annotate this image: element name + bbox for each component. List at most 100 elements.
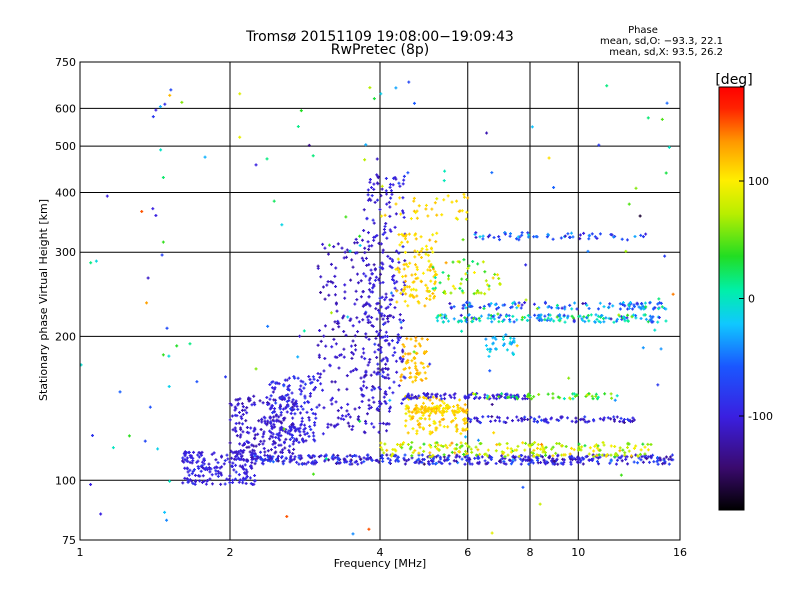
echo-point bbox=[607, 305, 611, 309]
echo-point bbox=[377, 343, 381, 347]
echo-point bbox=[521, 417, 525, 421]
echo-point bbox=[285, 399, 289, 403]
echo-point bbox=[434, 272, 438, 276]
echo-point bbox=[388, 398, 392, 402]
echo-point bbox=[365, 301, 369, 305]
echo-point bbox=[503, 232, 507, 236]
echo-point bbox=[385, 192, 389, 196]
echo-point bbox=[294, 399, 298, 403]
echo-point bbox=[376, 308, 380, 312]
echo-point bbox=[310, 456, 314, 460]
echo-point bbox=[542, 458, 546, 462]
echo-point bbox=[326, 280, 330, 284]
echo-point bbox=[273, 410, 277, 414]
echo-point bbox=[434, 393, 438, 397]
echo-point bbox=[368, 180, 372, 184]
echo-point bbox=[239, 448, 243, 452]
echo-point bbox=[429, 246, 433, 250]
echo-point bbox=[380, 359, 384, 363]
echo-point bbox=[259, 450, 263, 454]
echo-point bbox=[242, 441, 246, 445]
echo-point bbox=[312, 434, 316, 438]
echo-point bbox=[250, 466, 254, 470]
echo-point bbox=[539, 418, 543, 422]
echo-point bbox=[599, 314, 603, 318]
echo-point bbox=[401, 209, 405, 213]
echo-point bbox=[410, 393, 414, 397]
echo-point bbox=[590, 458, 594, 462]
echo-point bbox=[636, 461, 640, 465]
echo-point bbox=[238, 442, 242, 446]
echo-point bbox=[334, 400, 338, 404]
echo-point bbox=[403, 250, 407, 254]
echo-point bbox=[402, 289, 406, 293]
echo-point bbox=[357, 455, 361, 459]
echo-point bbox=[411, 415, 415, 419]
echo-point bbox=[395, 300, 399, 304]
echo-point bbox=[369, 268, 373, 272]
echo-point bbox=[181, 459, 185, 463]
echo-point bbox=[532, 419, 536, 423]
echo-point bbox=[336, 457, 340, 461]
echo-point bbox=[546, 421, 550, 425]
echo-point bbox=[508, 318, 512, 322]
echo-point bbox=[445, 405, 449, 409]
echo-point bbox=[486, 283, 490, 287]
echo-point bbox=[349, 278, 353, 282]
echo-point bbox=[313, 423, 317, 427]
echo-point bbox=[588, 446, 592, 450]
echo-point bbox=[336, 409, 340, 413]
echo-point bbox=[276, 459, 280, 463]
echo-point bbox=[483, 396, 487, 400]
echo-point bbox=[373, 235, 377, 239]
echo-point bbox=[620, 237, 624, 241]
echo-point bbox=[408, 371, 412, 375]
echo-point bbox=[396, 455, 400, 459]
echo-point bbox=[656, 302, 660, 306]
echo-point bbox=[590, 394, 594, 398]
echo-point bbox=[569, 455, 573, 459]
echo-point bbox=[641, 442, 645, 446]
echo-point bbox=[470, 450, 474, 454]
echo-point bbox=[523, 415, 527, 419]
echo-point bbox=[420, 410, 424, 414]
echo-point bbox=[231, 451, 235, 455]
echo-point bbox=[440, 213, 444, 217]
echo-point bbox=[603, 392, 607, 396]
echo-point bbox=[481, 260, 485, 264]
echo-point bbox=[329, 262, 333, 266]
echo-point bbox=[493, 272, 497, 276]
echo-point bbox=[486, 414, 490, 418]
echo-point bbox=[401, 357, 405, 361]
echo-point bbox=[519, 457, 523, 461]
echo-point bbox=[322, 406, 326, 410]
echo-point bbox=[466, 396, 470, 400]
echo-point bbox=[365, 217, 369, 221]
echo-point bbox=[380, 214, 384, 218]
echo-point bbox=[512, 300, 516, 304]
echo-point bbox=[308, 394, 312, 398]
echo-point bbox=[331, 281, 335, 285]
echo-point bbox=[493, 303, 497, 307]
echo-point bbox=[376, 176, 380, 180]
echo-point bbox=[384, 366, 388, 370]
echo-point bbox=[646, 442, 650, 446]
chart-subtitle: RwPretec (8p) bbox=[331, 42, 429, 58]
echo-point bbox=[263, 416, 267, 420]
echo-point bbox=[486, 347, 490, 351]
echo-point bbox=[651, 320, 655, 324]
echo-point bbox=[406, 358, 410, 362]
echo-point bbox=[462, 303, 466, 307]
echo-point bbox=[641, 346, 645, 350]
echo-point bbox=[290, 433, 294, 437]
echo-point bbox=[388, 458, 392, 462]
echo-point bbox=[409, 337, 413, 341]
echo-point bbox=[226, 457, 230, 461]
echo-point bbox=[282, 427, 286, 431]
echo-point bbox=[259, 439, 263, 443]
echo-point bbox=[268, 397, 272, 401]
echo-point bbox=[378, 296, 382, 300]
echo-point bbox=[469, 418, 473, 422]
echo-point bbox=[586, 249, 590, 253]
echo-point bbox=[364, 143, 368, 147]
